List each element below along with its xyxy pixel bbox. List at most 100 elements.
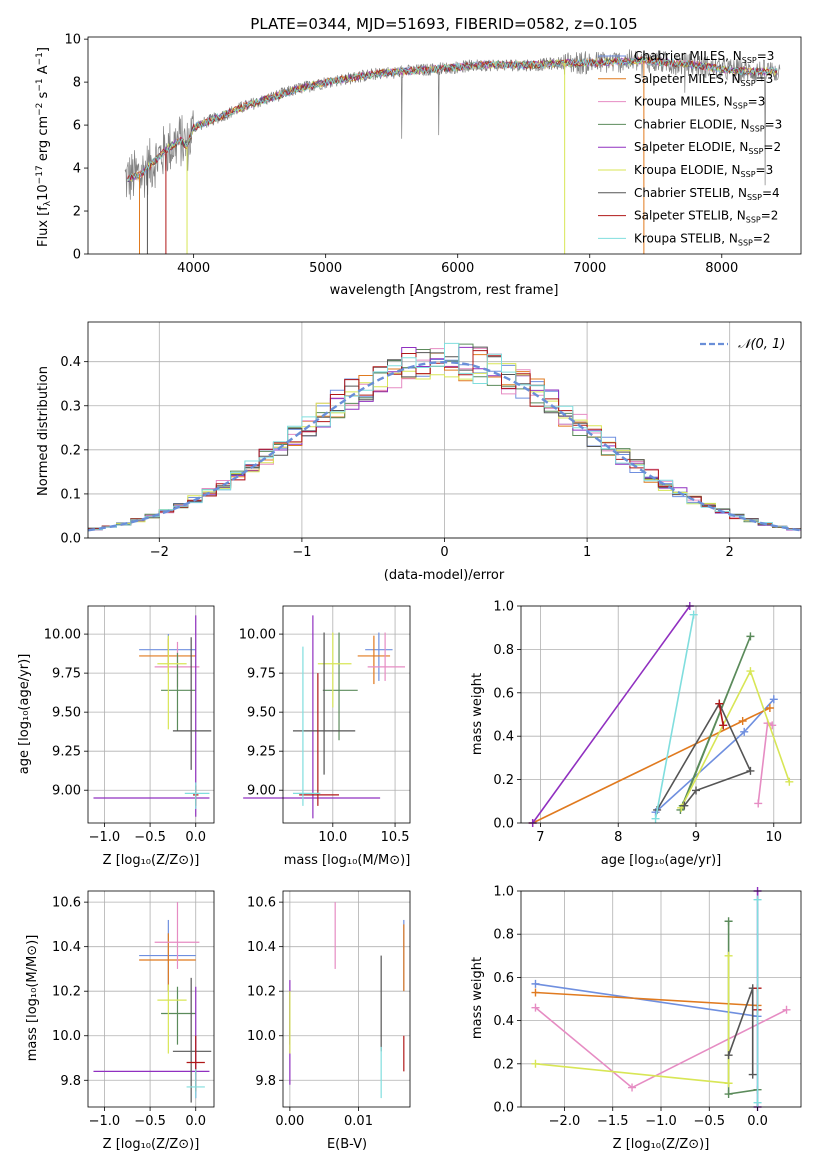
weight-marker — [628, 1083, 637, 1092]
axes-frame: −2 −1 0 1 2 0.0 0.1 0.2 0.3 0.4 — [60, 321, 802, 560]
mass-vs-ebv-xlabel: E(B-V) — [327, 1137, 367, 1152]
y-tick-label: 0.2 — [493, 1057, 514, 1072]
x-tick-label: 0.01 — [344, 1114, 373, 1129]
data-layer — [531, 887, 791, 1111]
legend-item: Kroupa MILES, NSSP=3 — [598, 95, 765, 111]
spectrum-plot: 4000 5000 6000 7000 8000 0 2 4 6 8 10 — [64, 33, 802, 276]
errorbar-point — [299, 673, 340, 806]
legend-item: Salpeter ELODIE, NSSP=2 — [598, 140, 781, 156]
y-tick-label: 9.50 — [52, 706, 81, 721]
x-tick-label: 0.00 — [275, 1114, 304, 1129]
panel-age-vs-mass: 10.0 10.5 9.00 9.25 9.50 9.75 10.00 mass [log₁… — [239, 605, 411, 868]
weight-marker — [740, 727, 749, 736]
y-tick-label: 8 — [73, 76, 81, 91]
age-vs-Z-ylabel: age [log₁₀(age/yr)] — [17, 654, 32, 775]
weight-vs-age-plot: 7 8 9 10 0.0 0.2 0.4 0.6 0.8 1.0 — [493, 600, 802, 845]
x-tick-label: 7000 — [573, 261, 606, 276]
spectrum-title: PLATE=0344, MJD=51693, FIBERID=0582, z=0… — [250, 15, 637, 33]
y-tick-label: 9.8 — [60, 1074, 81, 1089]
weight-marker — [765, 703, 774, 712]
panel-mass-vs-ebv: 0.00 0.01 9.8 10.0 10.2 10.4 10.6 E(B-V) — [247, 890, 411, 1152]
mass-vs-Z-xlabel: Z [log₁₀(Z/Z⊙)] — [103, 1137, 200, 1152]
axes-frame: −1.0 −0.5 0.0 9.8 10.0 10.2 10.4 10.6 — [52, 890, 215, 1129]
data-layer — [124, 49, 781, 254]
legend-label: Salpeter MILES, NSSP=3 — [634, 72, 773, 88]
y-tick-label: 0 — [73, 248, 81, 263]
weight-marker — [753, 895, 762, 904]
x-tick-label: 10.5 — [381, 830, 410, 845]
errorbar-point — [157, 635, 187, 730]
mass-vs-Z-ylabel: mass [log₁₀(M/M⊙)] — [25, 935, 40, 1062]
x-tick-label: −0.5 — [693, 1114, 725, 1129]
y-tick-label: 10.6 — [247, 896, 276, 911]
y-tick-label: 10.0 — [247, 1029, 276, 1044]
weight-vs-Z-ylabel: mass weight — [470, 957, 485, 1039]
errorbar-point — [172, 977, 212, 1103]
model-spectrum-8 — [127, 57, 778, 182]
axes-box — [87, 36, 802, 255]
age-vs-Z-xlabel: Z [log₁₀(Z/Z⊙)] — [103, 853, 200, 868]
x-tick-label: 0.0 — [185, 830, 206, 845]
residuals-legend: 𝒩(0, 1) — [700, 337, 785, 352]
axes-box — [87, 605, 215, 824]
legend-item: Chabrier STELIB, NSSP=4 — [598, 186, 780, 202]
residuals-ylabel: Normed distribution — [36, 366, 51, 496]
y-tick-label: 0.2 — [493, 773, 514, 788]
y-tick-label: 10.6 — [52, 896, 81, 911]
x-tick-label: 8 — [614, 830, 622, 845]
errorbar-point — [157, 984, 187, 1054]
y-tick-label: 0.4 — [493, 730, 514, 745]
weight-marker — [746, 632, 755, 641]
axes-box — [87, 890, 215, 1108]
axes-frame: 7 8 9 10 0.0 0.2 0.4 0.6 0.8 1.0 — [493, 600, 802, 845]
y-tick-label: 9.25 — [247, 745, 276, 760]
x-tick-label: 1 — [583, 545, 591, 560]
weight-marker — [651, 814, 660, 823]
y-tick-label: 2 — [73, 205, 81, 220]
axes-box — [520, 605, 802, 824]
errorbar-point — [139, 638, 196, 674]
y-tick-label: 9.00 — [247, 784, 276, 799]
weight-marker — [724, 1079, 733, 1088]
legend-item: Salpeter MILES, NSSP=3 — [598, 72, 773, 88]
x-tick-label: −0.5 — [134, 1114, 166, 1129]
panel-residuals: −2 −1 0 1 2 0.0 0.1 0.2 0.3 0.4 (data-model)/erro… — [36, 321, 802, 583]
spectrum-legend: Chabrier MILES, NSSP=3 Salpeter MILES, NS… — [598, 49, 782, 247]
weight-marker — [689, 610, 698, 619]
panel-mass-vs-Z: −1.0 −0.5 0.0 9.8 10.0 10.2 10.4 10.6 Z [log₁₀(… — [25, 890, 215, 1152]
x-tick-label: 4000 — [177, 261, 210, 276]
y-tick-label: 0.0 — [60, 532, 81, 547]
weight-marker — [531, 1003, 540, 1012]
y-tick-label: 0.4 — [493, 1014, 514, 1029]
data-layer — [87, 342, 802, 532]
errorbar-point — [161, 652, 196, 731]
errorbar-point — [184, 782, 210, 809]
errorbar-point — [139, 634, 196, 666]
errorbar-point — [322, 632, 358, 741]
y-tick-label: 0.8 — [493, 928, 514, 943]
legend-item: Kroupa STELIB, NSSP=2 — [598, 231, 771, 247]
y-tick-label: 1.0 — [493, 600, 514, 615]
errorbar-point — [161, 986, 196, 1045]
y-tick-label: 0.0 — [493, 817, 514, 832]
errorbar-point — [367, 632, 406, 681]
y-tick-label: 0.4 — [60, 355, 81, 370]
panel-spectrum: PLATE=0344, MJD=51693, FIBERID=0582, z=0… — [35, 15, 802, 298]
x-tick-label: 5000 — [309, 261, 342, 276]
y-tick-label: 10.0 — [52, 1029, 81, 1044]
mass-vs-ebv-plot: 0.00 0.01 9.8 10.0 10.2 10.4 10.6 — [247, 890, 411, 1129]
age-vs-Z-plot: −1.0 −0.5 0.0 9.00 9.25 9.50 9.75 10.00 — [44, 605, 215, 845]
legend-label: Chabrier MILES, NSSP=3 — [634, 49, 774, 65]
x-tick-label: 0.0 — [185, 1114, 206, 1129]
x-tick-label: −2 — [150, 545, 169, 560]
weight-marker — [724, 1051, 733, 1060]
x-tick-label: 8000 — [705, 261, 738, 276]
residuals-xlabel: (data-model)/error — [384, 568, 505, 583]
x-tick-label: −0.5 — [134, 830, 166, 845]
y-tick-label: 9.75 — [52, 667, 81, 682]
weight-series-6 — [727, 987, 754, 1075]
y-tick-label: 4 — [73, 162, 81, 177]
y-tick-label: 9.50 — [247, 706, 276, 721]
legend-item: Chabrier MILES, NSSP=3 — [598, 49, 774, 65]
